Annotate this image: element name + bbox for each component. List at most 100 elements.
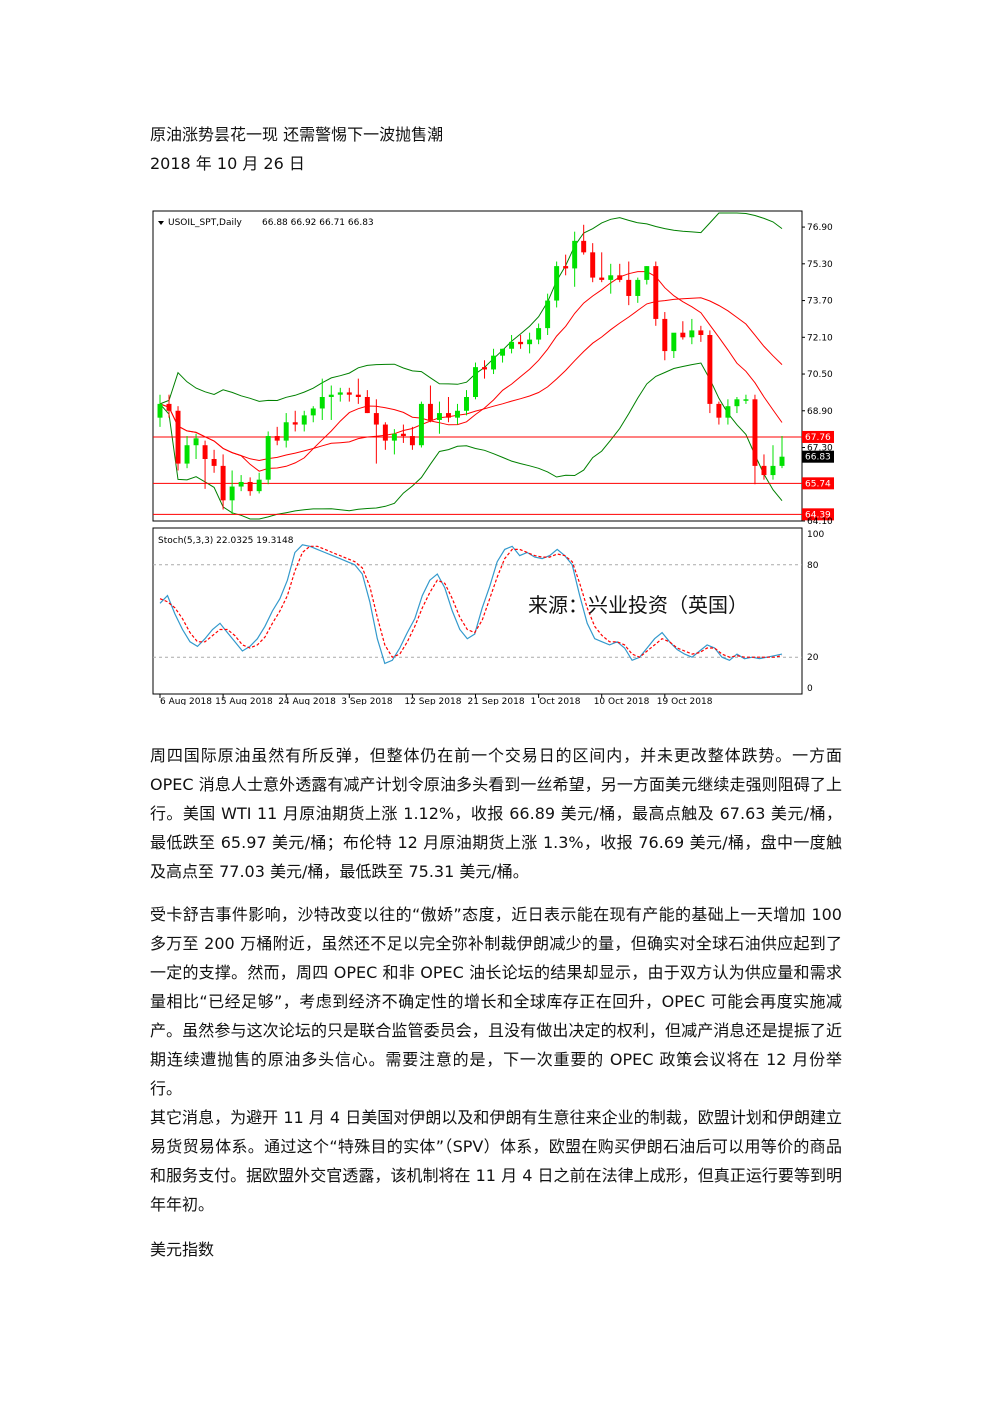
candle-body (617, 275, 623, 280)
symbol-label: USOIL_SPT,Daily (168, 218, 242, 228)
source-watermark: 来源：兴业投资（英国） (528, 593, 748, 617)
lower-band-line (159, 362, 783, 520)
date-tick-label-6: 1 Oct 2018 (531, 697, 581, 705)
candle-body (608, 275, 614, 280)
candle-body (373, 413, 379, 425)
candle-body (202, 445, 208, 459)
candle-body (581, 240, 587, 253)
candle-body (346, 392, 352, 395)
price-layer (153, 212, 802, 520)
level-tag-1 (802, 477, 834, 490)
candle-body (716, 403, 722, 418)
candle-body (527, 339, 533, 345)
candle-body (563, 266, 569, 269)
stoch-tick-label-2: 20 (807, 653, 819, 663)
candle-body (464, 397, 469, 411)
section-heading: 美元指数 (150, 1240, 215, 1259)
chart-svg: 67.76 65.74 64.39 76.90 75.30 73.70 72.10 70.50… (152, 210, 834, 705)
candle-body (193, 438, 199, 446)
candle-body (635, 279, 641, 296)
candle-body (229, 486, 235, 501)
candle-body (238, 481, 244, 487)
candle-body (590, 252, 596, 278)
candle-body (491, 355, 497, 370)
stoch-tick-label-1: 80 (807, 561, 819, 571)
candle-body (337, 392, 343, 395)
upper-band-line (159, 212, 783, 405)
candle-body (400, 433, 406, 437)
candle-body (698, 330, 704, 335)
candle-body (391, 433, 397, 441)
price-tick-label-7: 64.10 (807, 517, 833, 527)
axis-layer: 67.76 65.74 64.39 76.90 75.30 73.70 72.10 70.50… (159, 223, 834, 705)
level-label-1: 65.74 (805, 479, 831, 489)
candle-body (545, 300, 551, 329)
candle-body (626, 279, 632, 296)
candle-body (355, 394, 361, 397)
date-tick-label-3: 3 Sep 2018 (341, 697, 393, 705)
moving-average-line (159, 271, 783, 472)
candle-body (689, 330, 695, 338)
candle-body (436, 413, 442, 420)
price-tick-label-4: 70.50 (807, 370, 833, 380)
candle-body (473, 367, 478, 397)
last-price-label: 66.83 (805, 453, 831, 463)
candle-body (211, 459, 217, 466)
candle-body (671, 332, 677, 352)
stoch-panel-frame (152, 527, 803, 695)
candle-body (734, 399, 740, 407)
candle-body (572, 240, 578, 269)
paragraph-1: 周四国际原油虽然有所反弹，但整体仍在前一个交易日的区间内，并未更改整体跌势。一方… (150, 746, 842, 881)
candle-body (175, 410, 181, 464)
paragraph-2: 受卡舒吉事件影响，沙特改变以往的“傲娇”态度，近日表示能在现有产能的基础上一天增… (150, 905, 842, 1098)
article-title: 原油涨势昙花一现 还需警惕下一波抛售潮 (150, 125, 444, 144)
price-tick-label-6: 67.30 (807, 444, 833, 454)
ohlc-label: 66.88 66.92 66.71 66.83 (262, 218, 374, 228)
level-tag-2 (802, 508, 834, 521)
article-date: 2018 年 10 月 26 日 (150, 154, 305, 173)
dropdown-arrow-icon (158, 221, 164, 225)
candle-body (184, 445, 190, 464)
candle-body (482, 367, 488, 370)
level-label-0: 67.76 (805, 433, 831, 443)
candle-body (166, 403, 172, 411)
candle-body (653, 266, 659, 319)
candle-body (283, 422, 289, 441)
candle-body (644, 266, 650, 280)
candle-body (256, 479, 262, 492)
candle-body (382, 424, 388, 441)
date-tick-label-0: 6 Aug 2018 (160, 697, 212, 705)
stoch-signal-line (159, 545, 783, 658)
level-label-2: 64.39 (805, 510, 831, 520)
price-panel-frame (152, 210, 803, 522)
candle-body (707, 335, 713, 404)
price-tick-label-1: 75.30 (807, 260, 833, 270)
candle-body (743, 399, 749, 401)
candle-body (418, 403, 424, 446)
candle-body (770, 465, 776, 476)
candle-body (752, 399, 758, 466)
candle-body (518, 341, 524, 345)
price-tick-label-3: 72.10 (807, 333, 833, 343)
date-tick-label-8: 19 Oct 2018 (657, 697, 713, 705)
last-price-tag (802, 450, 834, 463)
stoch-tick-label-3: 0 (807, 684, 813, 694)
article-header: 原油涨势昙花一现 还需警惕下一波抛售潮 2018 年 10 月 26 日 (150, 120, 443, 178)
stoch-layer (153, 544, 802, 665)
candle-body (409, 436, 415, 446)
candle-body (292, 422, 298, 425)
price-tick-label-2: 73.70 (807, 297, 833, 307)
date-tick-label-1: 15 Aug 2018 (215, 697, 273, 705)
candle-body (662, 318, 668, 352)
price-tick-label-0: 76.90 (807, 223, 833, 233)
candle-body (328, 394, 334, 397)
candle-body (500, 348, 506, 356)
candle-body (599, 277, 605, 280)
candle-body (319, 397, 325, 409)
candle-body (157, 403, 163, 418)
candle-body (301, 415, 307, 425)
stoch-tick-label-0: 100 (807, 530, 824, 540)
price-tick-label-5: 68.90 (807, 407, 833, 417)
candle-body (680, 332, 686, 338)
candle-body (536, 328, 542, 340)
